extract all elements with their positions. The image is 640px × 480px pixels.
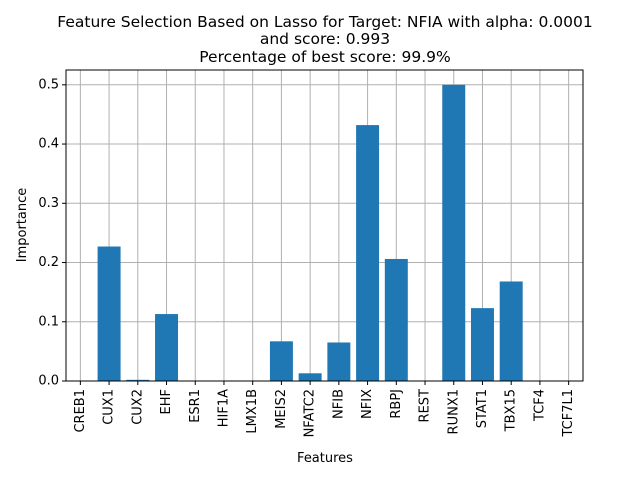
y-tick-label: 0.5 — [38, 77, 59, 92]
bar-meis2 — [269, 341, 293, 381]
bar-ehf — [155, 314, 179, 381]
x-tick-label: CREB1 — [73, 389, 88, 433]
x-tick-label: RUNX1 — [446, 389, 461, 434]
y-axis-label: Importance — [15, 188, 30, 263]
x-tick-label: MEIS2 — [274, 389, 289, 429]
bar-nfib — [327, 342, 351, 381]
y-tick-label: 0.1 — [38, 314, 59, 329]
x-tick-label: EHF — [159, 389, 174, 414]
bar-cux1 — [97, 246, 121, 381]
y-tick-label: 0.2 — [38, 255, 59, 270]
bar-runx1 — [442, 84, 466, 382]
bar-tbx15 — [499, 281, 523, 381]
y-tick-label: 0.3 — [38, 196, 59, 211]
chart-title-line-1: Feature Selection Based on Lasso for Tar… — [57, 13, 592, 31]
y-tick-label: 0.4 — [38, 137, 59, 152]
x-tick-label: CUX1 — [102, 389, 117, 425]
bar-cux2 — [126, 379, 150, 381]
x-tick-label: CUX2 — [130, 389, 145, 425]
x-tick-label: STAT1 — [475, 389, 490, 428]
x-tick-label: HIF1A — [216, 389, 231, 427]
x-tick-label: REST — [418, 389, 433, 422]
x-tick-label: ESR1 — [188, 389, 203, 423]
x-tick-label: RBPJ — [389, 389, 404, 419]
chart-title-line-2: and score: 0.993 — [260, 30, 390, 48]
x-tick-label: NFIX — [360, 389, 375, 419]
bar-rbpj — [384, 258, 408, 381]
ticks-layer: CREB1 CUX1 CUX2 EHF ESR1 HIF1A LMX1B MEIS2 NFATC… — [38, 77, 576, 437]
x-tick-label: TCF4 — [532, 389, 547, 422]
plot-frame — [65, 69, 584, 382]
bars-layer — [97, 84, 523, 382]
x-tick-label: NFIB — [331, 389, 346, 419]
x-axis-label: Features — [297, 451, 353, 466]
x-tick-label: TBX15 — [504, 389, 519, 432]
y-tick-label: 0.0 — [38, 374, 59, 389]
chart-title-line-3: Percentage of best score: 99.9% — [199, 48, 450, 66]
bar-nfix — [356, 125, 380, 381]
bar-nfatc2 — [298, 373, 322, 381]
x-tick-label: LMX1B — [245, 389, 260, 434]
x-tick-label: NFATC2 — [303, 389, 318, 437]
x-tick-label: TCF7L1 — [561, 389, 576, 438]
bar-stat1 — [470, 308, 494, 381]
